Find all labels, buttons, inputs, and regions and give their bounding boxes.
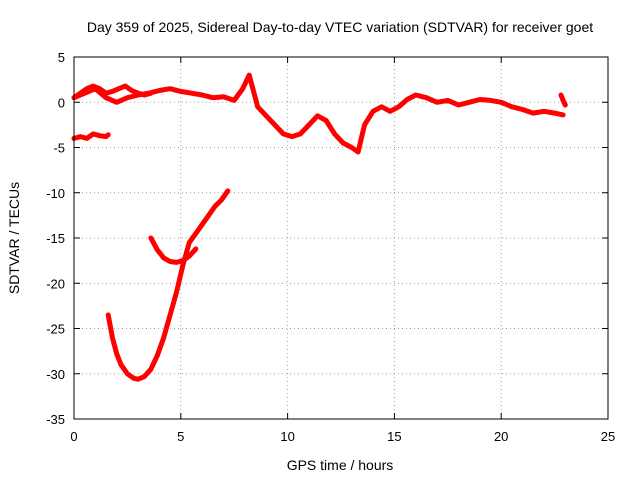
x-tick-label: 5 [177, 429, 184, 444]
series-layer [71, 72, 568, 382]
y-tick-label: -10 [46, 186, 65, 201]
y-tick-label: 0 [58, 95, 65, 110]
x-axis-label: GPS time / hours [287, 457, 394, 473]
axis-ticks [73, 56, 609, 420]
y-tick-label: -15 [46, 231, 65, 246]
y-tick-label: -25 [46, 322, 65, 337]
x-tick-label: 25 [601, 429, 615, 444]
y-tick-labels: -35 -30 -25 -20 -15 -10 -5 0 5 [46, 50, 65, 427]
y-tick-label: -30 [46, 367, 65, 382]
x-tick-label: 15 [387, 429, 401, 444]
y-tick-label: -5 [53, 141, 65, 156]
series-upper-band [71, 83, 154, 101]
series-hook-arc [148, 235, 199, 265]
chart-title: Day 359 of 2025, Sidereal Day-to-day VTE… [87, 19, 593, 35]
x-tick-label: 10 [280, 429, 294, 444]
grid [74, 57, 608, 419]
series-main-band [71, 72, 566, 155]
y-tick-label: -35 [46, 412, 65, 427]
series-lower-band [71, 131, 111, 141]
x-tick-labels: 0 5 10 15 20 25 [70, 429, 615, 444]
x-tick-label: 0 [70, 429, 77, 444]
y-tick-label: 5 [58, 50, 65, 65]
series-late-segment [558, 92, 568, 108]
series-deep-arc [105, 188, 231, 382]
y-tick-label: -20 [46, 276, 65, 291]
x-tick-label: 20 [494, 429, 508, 444]
y-axis-label: SDTVAR / TECUs [6, 182, 22, 294]
